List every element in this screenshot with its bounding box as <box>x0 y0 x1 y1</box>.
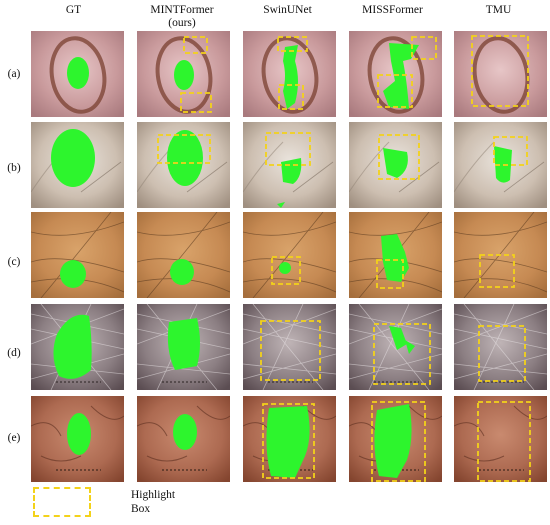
highlight-box-legend-label: Highlight Box <box>131 489 176 515</box>
tile-b-mintformer <box>137 122 230 208</box>
tile-b-tmu <box>454 122 547 208</box>
tile-c-mintformer <box>137 212 230 298</box>
column-header-missformer: MISSFormer <box>362 4 423 16</box>
tile-a-gt <box>31 31 124 117</box>
tile-e-missformer <box>349 396 442 482</box>
tile-e-tmu <box>454 396 547 482</box>
tile-e-swinunet <box>243 396 336 482</box>
tile-b-missformer <box>349 122 442 208</box>
tile-c-gt <box>31 212 124 298</box>
tile-d-swinunet <box>243 304 336 390</box>
tile-a-mintformer <box>137 31 230 117</box>
tile-c-missformer <box>349 212 442 298</box>
tile-a-swinunet <box>243 31 336 117</box>
row-label-b: (b) <box>7 162 21 174</box>
tile-d-mintformer <box>137 304 230 390</box>
tile-a-missformer <box>349 31 442 117</box>
tile-d-missformer <box>349 304 442 390</box>
row-label-e: (e) <box>7 432 21 444</box>
highlight-box-legend-swatch <box>33 487 91 517</box>
column-header-mintformer: MINTFormer (ours) <box>150 4 214 29</box>
column-header-swinunet: SwinUNet <box>263 4 312 16</box>
tile-a-tmu <box>454 31 547 117</box>
tile-b-gt <box>31 122 124 208</box>
tile-d-tmu <box>454 304 547 390</box>
column-header-gt: GT <box>65 4 82 16</box>
row-label-d: (d) <box>7 347 21 359</box>
tile-e-mintformer <box>137 396 230 482</box>
row-label-a: (a) <box>7 68 21 80</box>
tile-c-swinunet <box>243 212 336 298</box>
row-label-c: (c) <box>7 256 21 268</box>
tile-e-gt <box>31 396 124 482</box>
tile-b-swinunet <box>243 122 336 208</box>
column-header-tmu: TMU <box>485 4 512 16</box>
tile-c-tmu <box>454 212 547 298</box>
tile-d-gt <box>31 304 124 390</box>
